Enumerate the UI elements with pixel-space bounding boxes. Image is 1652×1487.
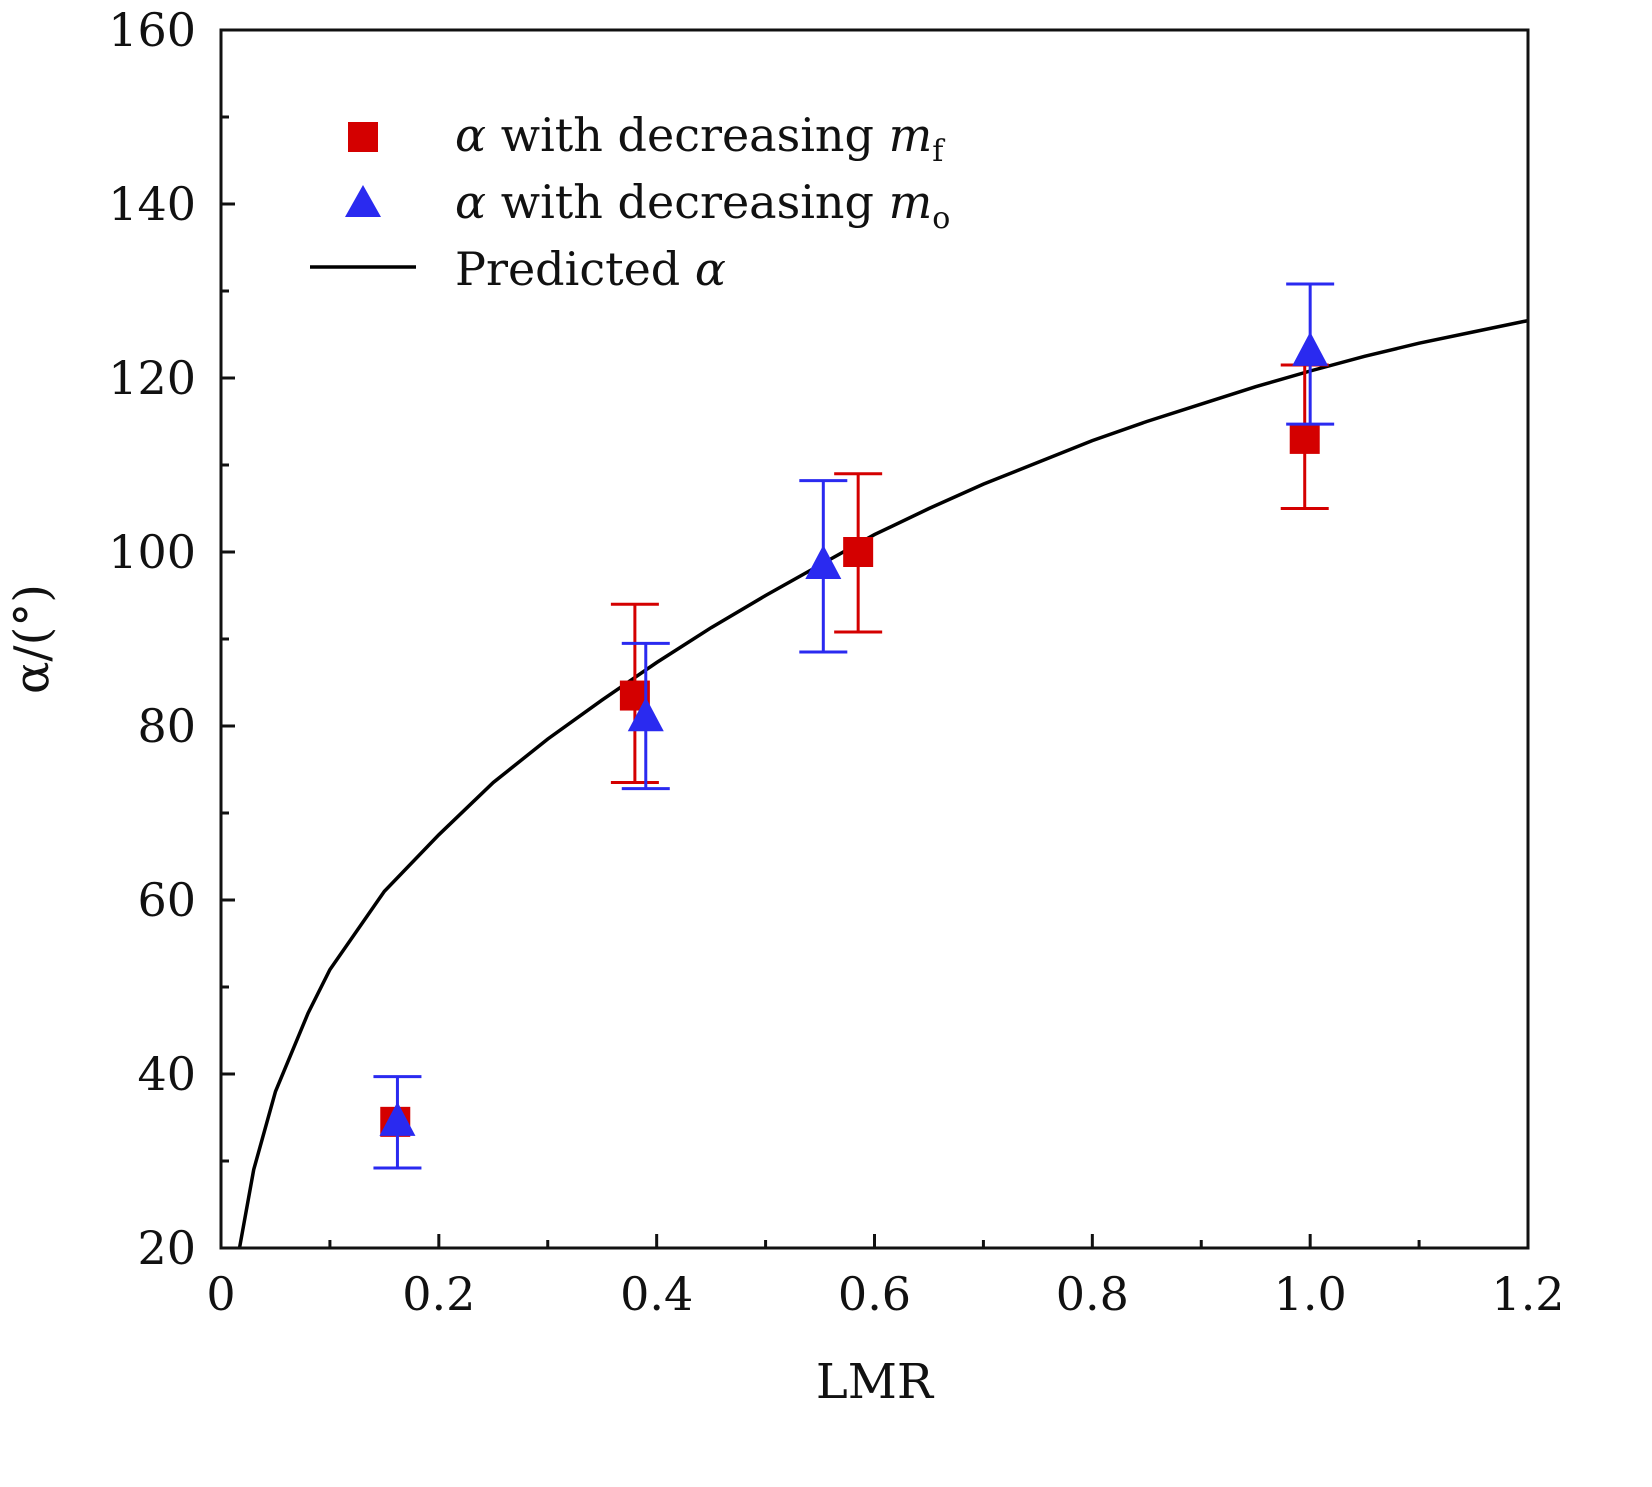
x-tick-label: 1.0 bbox=[1274, 1267, 1347, 1321]
legend-label-var: α bbox=[695, 242, 726, 296]
x-tick-label: 1.2 bbox=[1491, 1267, 1564, 1321]
legend-square-marker bbox=[348, 122, 378, 152]
y-axis-title: α/(°) bbox=[4, 584, 60, 694]
legend-label-main: Predicted bbox=[455, 242, 695, 296]
y-tick-label: 80 bbox=[137, 699, 196, 753]
legend-triangle-marker bbox=[345, 185, 381, 217]
data-point-triangle bbox=[627, 697, 664, 732]
legend-label: α with decreasing mo bbox=[455, 175, 950, 236]
legend-label: Predicted α bbox=[455, 242, 726, 296]
x-tick-label: 0.8 bbox=[1056, 1267, 1129, 1321]
legend-label-main: with decreasing bbox=[486, 108, 889, 162]
legend-label-main: with decreasing bbox=[486, 175, 889, 229]
tick-label-layer: 0 0.2 0.4 0.6 0.8 1.0 1.2 20 40 60 80 100 120 140 160 bbox=[108, 3, 1564, 1321]
tick-layer bbox=[219, 28, 1530, 1250]
data-marker-layer bbox=[373, 282, 1335, 1170]
data-point-triangle bbox=[1292, 331, 1329, 366]
x-tick-label: 0.6 bbox=[838, 1267, 911, 1321]
legend-label-alpha: α bbox=[455, 108, 486, 162]
legend-label-sub: o bbox=[932, 201, 950, 236]
y-tick-label: 20 bbox=[137, 1221, 196, 1275]
y-tick-label: 120 bbox=[108, 351, 196, 405]
predicted-curve-layer bbox=[237, 318, 1529, 1249]
y-tick-label: 100 bbox=[108, 525, 196, 579]
x-tick-label: 0 bbox=[206, 1267, 235, 1321]
y-tick-label: 40 bbox=[137, 1047, 196, 1101]
legend-label-alpha: α bbox=[455, 175, 486, 229]
data-point-square bbox=[843, 537, 874, 567]
y-tick-label: 60 bbox=[137, 873, 196, 927]
legend-label-sub: f bbox=[932, 134, 945, 169]
legend-label-var: m bbox=[889, 108, 933, 162]
legend-label-var: m bbox=[889, 175, 933, 229]
data-point-triangle bbox=[379, 1101, 416, 1136]
legend: α with decreasing mfα with decreasing mo… bbox=[310, 108, 950, 296]
data-point-triangle bbox=[805, 545, 842, 580]
y-tick-label: 140 bbox=[108, 177, 196, 231]
predicted-alpha-curve bbox=[237, 318, 1529, 1249]
legend-label: α with decreasing mf bbox=[455, 108, 945, 169]
x-tick-label: 0.2 bbox=[402, 1267, 475, 1321]
y-tick-label: 160 bbox=[108, 3, 196, 57]
x-axis-title: LMR bbox=[816, 1354, 935, 1410]
data-point-square bbox=[1289, 423, 1320, 454]
x-tick-label: 0.4 bbox=[620, 1267, 693, 1321]
